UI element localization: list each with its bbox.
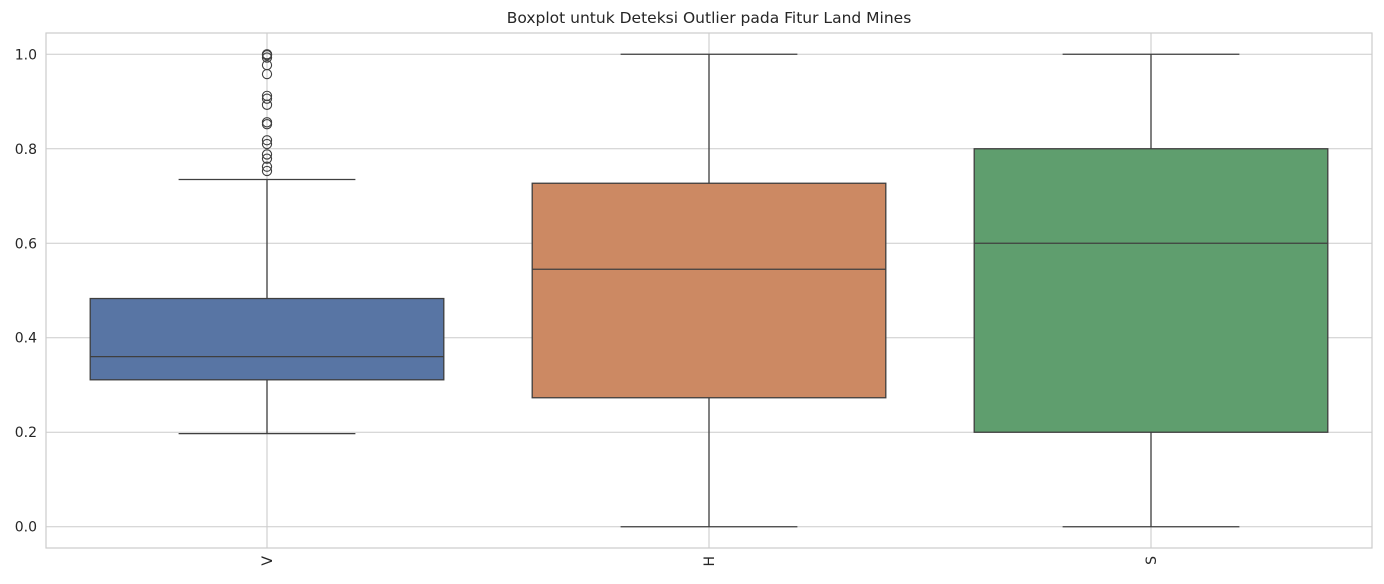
outlier-point	[261, 138, 273, 150]
boxes-layer	[89, 49, 1329, 528]
outlier-point	[261, 135, 273, 146]
chart-title: Boxplot untuk Deteksi Outlier pada Fitur…	[507, 9, 912, 27]
box-s	[973, 53, 1329, 528]
outlier-point	[261, 161, 273, 172]
y-tick-label: 0.4	[15, 331, 37, 347]
x-tick-label: H	[702, 556, 718, 567]
plot-frame	[45, 32, 1373, 549]
iqr-box	[973, 148, 1329, 433]
outlier-point	[261, 149, 273, 160]
outlier-point	[261, 93, 273, 104]
y-tick-label: 0.8	[15, 142, 37, 158]
outlier-point	[261, 117, 273, 128]
outlier-point	[261, 52, 273, 63]
outlier-point	[261, 90, 273, 101]
y-tick-label: 0.2	[15, 425, 37, 441]
x-tick-label: S	[1144, 556, 1160, 565]
outlier-point	[261, 49, 273, 60]
y-tick-label: 1.0	[15, 47, 37, 63]
outlier-point	[261, 153, 273, 164]
iqr-box	[531, 182, 887, 399]
outlier-point	[261, 59, 273, 71]
outlier-point	[261, 165, 273, 177]
y-tick-label: 0.0	[15, 520, 37, 536]
y-axis-tick-labels: 0.0 0.2 0.4 0.6 0.8 1.0	[15, 47, 37, 535]
x-tick-label: V	[260, 556, 276, 566]
box-v	[89, 49, 445, 435]
box-h	[531, 53, 887, 528]
iqr-box	[89, 297, 445, 381]
y-tick-label: 0.6	[15, 236, 37, 252]
